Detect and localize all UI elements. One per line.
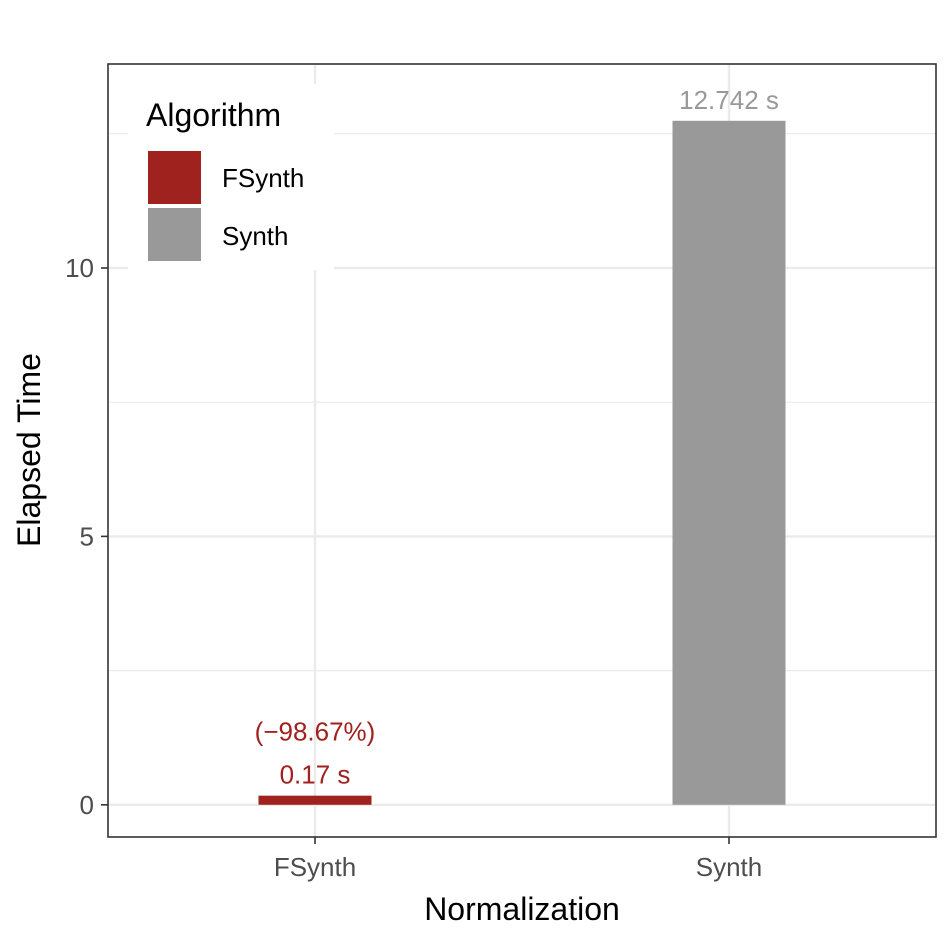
- bar-synth: [672, 120, 786, 805]
- y-tick-label: 0: [80, 790, 94, 820]
- bar-fsynth: [258, 795, 372, 805]
- legend-label-fsynth: FSynth: [222, 163, 304, 193]
- axes: 0 5 10 FSynth Synth: [65, 253, 762, 882]
- legend-label-synth: Synth: [222, 221, 289, 251]
- legend-title: Algorithm: [146, 97, 281, 133]
- value-label-synth: 12.742 s: [679, 85, 779, 115]
- x-tick-label-fsynth: FSynth: [274, 852, 356, 882]
- panel-border: [107, 63, 937, 838]
- percent-label-fsynth: (−98.67%): [255, 717, 376, 747]
- legend-key-synth: [148, 208, 201, 261]
- data-labels: 0.17 s (−98.67%) 12.742 s: [255, 85, 779, 790]
- value-label-fsynth: 0.17 s: [280, 760, 351, 790]
- bars: [258, 120, 786, 805]
- legend: Algorithm FSynth Synth: [128, 84, 334, 270]
- x-axis-title: Normalization: [424, 891, 620, 927]
- x-tick-label-synth: Synth: [696, 852, 763, 882]
- y-tick-label: 10: [65, 253, 94, 283]
- y-axis-title: Elapsed Time: [11, 353, 47, 547]
- legend-key-fsynth: [148, 151, 201, 204]
- y-tick-label: 5: [80, 521, 94, 551]
